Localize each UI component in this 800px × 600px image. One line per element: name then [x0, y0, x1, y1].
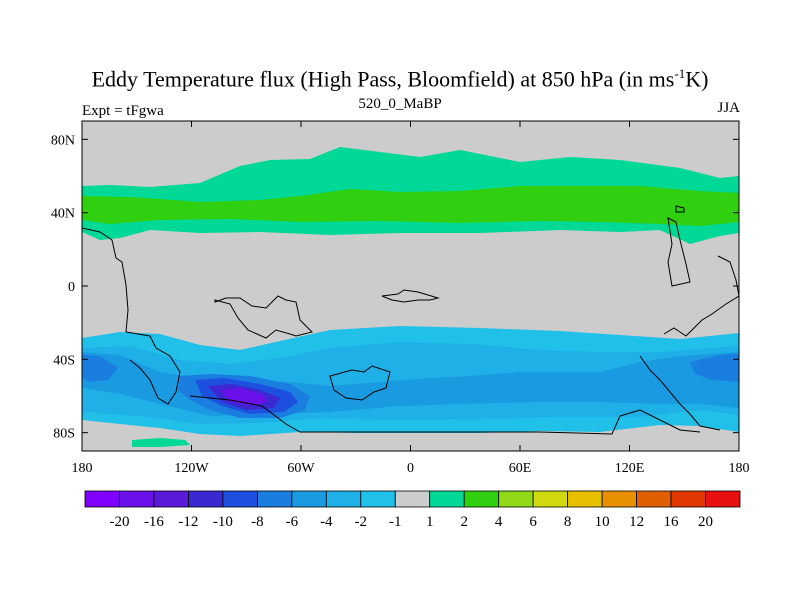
colorbar-label: 20: [698, 514, 713, 530]
experiment-label: Expt = tFgwa: [82, 103, 164, 119]
colorbar-label: -1: [389, 514, 402, 530]
x-tick-label: 60E: [509, 461, 532, 476]
colorbar-swatch: [394, 490, 431, 508]
sh-west-core: [82, 355, 118, 382]
colorbar-label: -16: [144, 514, 164, 530]
colorbar-label: -6: [286, 514, 299, 530]
colorbar-swatch: [601, 490, 637, 508]
colorbar-label: -10: [213, 514, 233, 530]
colorbar-label: 10: [595, 514, 610, 530]
colorbar-swatch: [670, 490, 706, 508]
y-tick-label: 40S: [53, 353, 75, 368]
x-tick-label: 120E: [615, 461, 645, 476]
x-axis: 180 120W 60W 0 60E 120E 180: [72, 121, 750, 476]
colorbar-swatch: [119, 490, 155, 508]
colorbar-swatch: [188, 490, 224, 508]
x-tick-label: 120W: [174, 461, 209, 476]
x-tick-label: 60W: [287, 461, 315, 476]
colorbar-swatch: [532, 490, 569, 508]
y-tick-label: 40N: [51, 207, 75, 222]
coastline-australia: [639, 355, 721, 431]
colorbar-swatch: [429, 490, 465, 508]
colorbar-label: 8: [564, 514, 572, 530]
y-tick-label: 80S: [53, 427, 75, 442]
colorbar-label: -4: [320, 514, 333, 530]
run-label: 520_0_MaBP: [358, 96, 442, 112]
colorbar-label: 12: [629, 514, 644, 530]
colorbar-label: 16: [664, 514, 680, 530]
y-axis: 80N 40N 0 40S 80S: [51, 133, 739, 442]
x-tick-label: 180: [729, 461, 750, 476]
colorbar-swatch: [84, 490, 120, 508]
sh-east-core: [690, 354, 739, 382]
colorbar-label: 1: [426, 514, 434, 530]
coastline-americas: [82, 227, 181, 405]
colorbar-swatch: [256, 490, 293, 508]
x-tick-label: 0: [407, 461, 414, 476]
colorbar-swatch: [567, 490, 603, 508]
colorbar-swatch: [291, 490, 327, 508]
nh-flux-core: [82, 186, 739, 226]
coastline-africa: [329, 365, 391, 401]
y-tick-label: 80N: [51, 133, 75, 148]
colorbar-swatch: [153, 490, 189, 508]
sh-positive-patch: [132, 438, 190, 447]
colorbar-label: 4: [495, 514, 503, 530]
colorbar-swatch: [360, 490, 396, 508]
colorbar-swatch: [222, 490, 258, 508]
coastline-pacific-islands: [663, 255, 739, 337]
season-label: JJA: [717, 100, 740, 116]
coastline-antarctica: [189, 395, 701, 435]
colorbar-label: 6: [529, 514, 537, 530]
colorbar-label: -12: [178, 514, 198, 530]
colorbar-label: -20: [109, 514, 129, 530]
colorbar: -20 -16 -12 -10 -8 -6 -4 -2 -1 1 2 4 6 8 10 12 16 20: [84, 490, 741, 530]
colorbar-swatch: [463, 490, 500, 508]
colorbar-label: -8: [251, 514, 264, 530]
colorbar-swatch: [705, 490, 741, 508]
colorbar-label: 2: [460, 514, 468, 530]
y-tick-label: 0: [68, 280, 75, 295]
coastline-andes: [214, 295, 313, 339]
colorbar-swatch: [498, 490, 534, 508]
chart-title: Eddy Temperature flux (High Pass, Bloomf…: [91, 66, 709, 92]
x-tick-label: 180: [72, 461, 93, 476]
coastline-island: [381, 289, 440, 303]
coastlines: [82, 205, 739, 435]
colorbar-swatch: [636, 490, 672, 508]
coastline-asia-east: [667, 217, 691, 287]
colorbar-label: -2: [355, 514, 368, 530]
colorbar-swatch: [325, 490, 362, 508]
sh-eddy-core: [220, 388, 268, 406]
coastline-rim: [675, 205, 685, 213]
